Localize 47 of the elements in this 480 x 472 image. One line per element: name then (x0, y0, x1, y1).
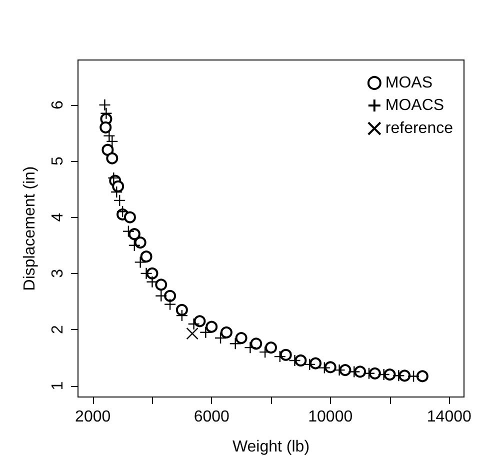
x-axis-title: Weight (lb) (232, 438, 310, 456)
point (176, 304, 188, 316)
point (288, 354, 301, 367)
point (112, 180, 124, 192)
point (384, 368, 396, 381)
legend-label: MOAS (385, 74, 433, 92)
x-tick-label: 14000 (426, 408, 472, 426)
point (214, 332, 227, 344)
x-tick-label: 2000 (75, 408, 111, 426)
point (124, 211, 136, 224)
point (220, 326, 232, 338)
point (416, 370, 428, 382)
point (324, 361, 336, 374)
point (164, 290, 176, 302)
point (250, 338, 262, 350)
y-tick-label: 5 (50, 156, 66, 166)
y-tick-label: 1 (50, 381, 66, 390)
point (155, 278, 168, 291)
point (102, 144, 114, 156)
y-tick-label: 2 (50, 325, 66, 334)
y-tick-label: 6 (50, 100, 66, 110)
point (164, 298, 176, 310)
point (339, 364, 352, 376)
y-axis-title: Displacement (in) (22, 166, 38, 291)
point (235, 332, 248, 344)
point (206, 320, 218, 333)
point (280, 348, 292, 361)
point (368, 367, 381, 380)
point (194, 315, 206, 328)
legend-label: reference (385, 120, 454, 137)
point (186, 327, 198, 340)
point (354, 366, 366, 378)
point (106, 152, 118, 164)
point (116, 206, 129, 218)
point (140, 250, 152, 263)
point (294, 354, 307, 366)
x-tick-label: 10000 (308, 408, 353, 426)
point (310, 357, 322, 370)
point (113, 194, 126, 207)
point (265, 342, 277, 354)
x-tick-label: 6000 (194, 408, 230, 426)
y-tick-label: 4 (50, 212, 66, 222)
legend-label: MOACS (385, 97, 444, 114)
point (108, 172, 120, 184)
y-tick-label: 3 (50, 268, 66, 278)
point (100, 121, 112, 134)
point (134, 236, 146, 249)
